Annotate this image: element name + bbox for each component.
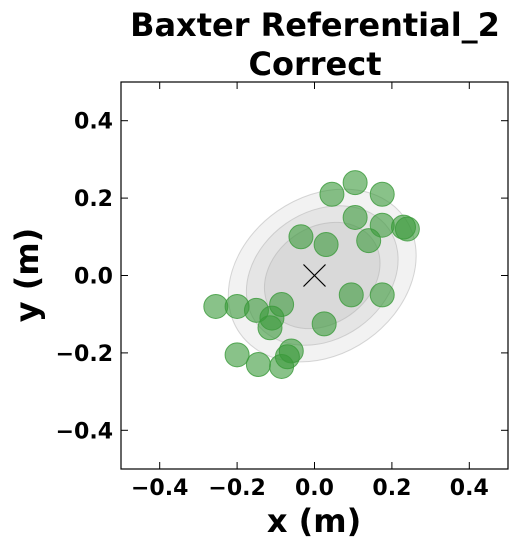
data-point xyxy=(338,282,364,308)
x-tick-label: 0.0 xyxy=(295,476,334,501)
center-marker xyxy=(303,264,326,287)
x-tick-label: −0.4 xyxy=(131,476,188,501)
x-tick-label: −0.2 xyxy=(208,476,265,501)
x-axis-label: x (m) xyxy=(267,502,361,540)
axis-tick-labels: −0.4 −0.2 0.0 0.2 0.4 −0.4 −0.2 0.0 0.2 0.4 xyxy=(56,110,489,501)
data-point xyxy=(245,352,271,378)
axis-ticks xyxy=(121,82,508,469)
y-tick-label: 0.0 xyxy=(74,265,113,290)
data-point xyxy=(319,181,345,207)
y-tick-label: 0.2 xyxy=(74,187,113,212)
data-point xyxy=(288,224,314,250)
chart-title-line-2: Correct xyxy=(249,45,382,83)
data-point xyxy=(369,181,395,207)
data-point xyxy=(342,204,368,230)
data-points xyxy=(203,170,420,379)
data-point xyxy=(224,342,250,368)
y-tick-label: 0.4 xyxy=(74,110,113,135)
data-point xyxy=(311,311,337,337)
data-point xyxy=(369,282,395,308)
data-point xyxy=(278,338,304,364)
data-point xyxy=(356,228,382,254)
data-point xyxy=(257,315,283,341)
y-axis-label: y (m) xyxy=(8,228,46,323)
data-point xyxy=(394,216,420,242)
data-point xyxy=(203,293,229,319)
x-tick-label: 0.4 xyxy=(450,476,489,501)
y-tick-label: −0.4 xyxy=(56,419,113,444)
x-tick-label: 0.2 xyxy=(372,476,411,501)
data-point xyxy=(313,232,339,258)
data-point xyxy=(342,170,368,196)
chart-title-line-1: Baxter Referential_2 xyxy=(130,6,500,44)
data-point xyxy=(269,292,295,318)
center-x-marker xyxy=(303,264,326,287)
y-tick-label: −0.2 xyxy=(56,342,113,367)
